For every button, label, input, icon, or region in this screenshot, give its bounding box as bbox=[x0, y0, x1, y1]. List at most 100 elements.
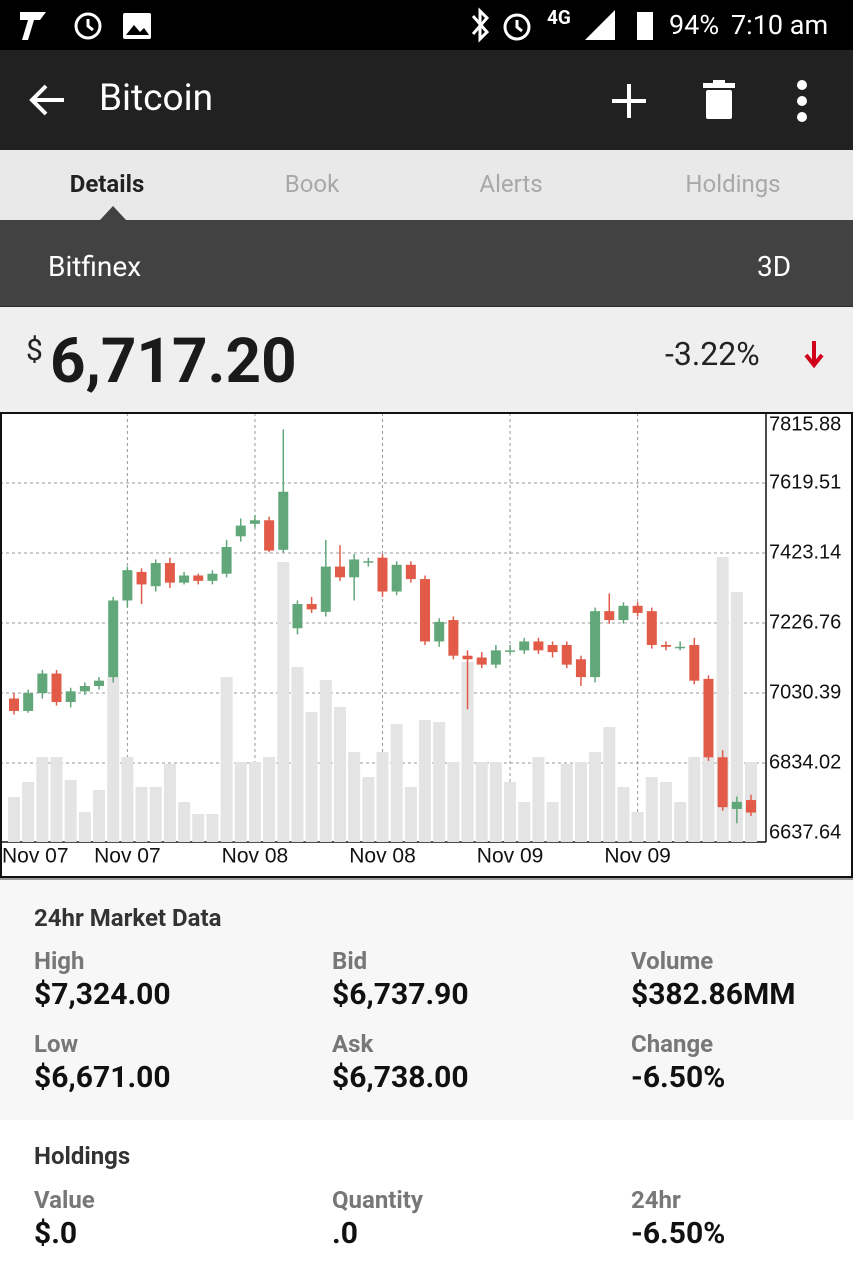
volume-bar bbox=[589, 752, 602, 842]
volume-bar bbox=[93, 790, 106, 842]
info-label: Bid bbox=[332, 947, 368, 975]
volume-bar bbox=[333, 707, 346, 842]
tab[interactable]: Alerts bbox=[479, 170, 543, 198]
volume-bar bbox=[461, 662, 474, 842]
candle-body bbox=[405, 564, 416, 580]
volume-bar bbox=[348, 752, 361, 842]
y-tick-label: 7423.14 bbox=[769, 541, 841, 563]
x-tick-label: Nov 09 bbox=[477, 845, 544, 868]
chart-border bbox=[0, 412, 853, 878]
x-tick-label: Nov 07 bbox=[94, 845, 161, 868]
candle-body bbox=[689, 645, 700, 681]
volume-bar bbox=[22, 782, 35, 842]
candle-body bbox=[703, 678, 714, 758]
tab-bar: Details Book Alerts Holdings bbox=[0, 150, 853, 220]
candle-body bbox=[561, 645, 572, 665]
candle-body bbox=[448, 620, 459, 656]
volume-bar bbox=[234, 762, 247, 842]
tab[interactable]: Holdings bbox=[685, 170, 781, 198]
info-value: $6,738.00 bbox=[332, 1060, 469, 1095]
range-selector[interactable]: 3D bbox=[757, 250, 792, 283]
candle-body bbox=[660, 645, 671, 647]
info-value: -6.50% bbox=[631, 1060, 726, 1095]
holdings-panel: Holdings Value $.0 Quantity .0 24hr -6.50% bbox=[0, 1120, 853, 1280]
volume-bar bbox=[8, 797, 20, 842]
volume-bar bbox=[263, 757, 276, 842]
info-value: $6,671.00 bbox=[34, 1060, 171, 1095]
candle-body bbox=[519, 641, 530, 651]
tab[interactable]: Details bbox=[69, 170, 145, 198]
candle-body bbox=[363, 561, 374, 563]
volume-bar bbox=[64, 780, 77, 842]
candle-body bbox=[193, 575, 204, 581]
volume-bar bbox=[149, 787, 162, 842]
delete-button[interactable] bbox=[703, 80, 735, 120]
info-label: Change bbox=[631, 1030, 714, 1058]
app-bar: Bitcoin bbox=[0, 50, 853, 150]
y-tick-label: 6637.64 bbox=[769, 821, 841, 843]
candle-body bbox=[505, 650, 516, 652]
x-tick-label: Nov 09 bbox=[604, 845, 671, 868]
volume-bar bbox=[163, 764, 176, 842]
candle-body bbox=[476, 657, 487, 665]
x-tick-label: Nov 07 bbox=[2, 845, 69, 868]
volume-bar bbox=[248, 762, 261, 842]
volume-bar bbox=[688, 757, 701, 842]
currency-symbol: $ bbox=[26, 333, 43, 368]
tab-indicator bbox=[100, 206, 126, 220]
volume-bar bbox=[447, 762, 460, 842]
section-title: Holdings bbox=[34, 1142, 131, 1170]
candle-body bbox=[604, 611, 615, 621]
candle-body bbox=[320, 566, 331, 612]
tab[interactable]: Book bbox=[284, 170, 340, 198]
exchange-bar: Bitfinex 3D bbox=[0, 220, 853, 308]
candle-body bbox=[434, 621, 445, 642]
volume-bar bbox=[36, 757, 49, 842]
volume-bar bbox=[645, 777, 658, 842]
volume-bar bbox=[674, 802, 687, 842]
market-data-panel: 24hr Market Data High $7,324.00 Bid $6,737.… bbox=[0, 878, 853, 1122]
volume-bar bbox=[433, 722, 446, 842]
exchange-name[interactable]: Bitfinex bbox=[48, 250, 142, 283]
volume-bar bbox=[362, 777, 375, 842]
network-label: 4G bbox=[547, 6, 571, 29]
volume-bar bbox=[617, 787, 630, 842]
volume-bar bbox=[135, 787, 148, 842]
info-label: Value bbox=[34, 1186, 95, 1214]
volume-bar bbox=[532, 757, 545, 842]
volume-bar bbox=[631, 812, 644, 842]
volume-bar bbox=[220, 677, 233, 842]
candle-body bbox=[264, 520, 275, 551]
info-label: Volume bbox=[631, 947, 714, 975]
volume-bar bbox=[291, 667, 304, 842]
candle-body bbox=[618, 605, 629, 621]
candle-body bbox=[717, 757, 728, 808]
chart: 6637.64 6834.02 7030.39 7226.76 7423.14 7619.… bbox=[0, 412, 853, 878]
candle-body bbox=[590, 611, 601, 678]
info-label: Low bbox=[34, 1030, 79, 1058]
volume-bar bbox=[305, 712, 318, 842]
volume-bar bbox=[702, 757, 715, 842]
candle-body bbox=[23, 693, 34, 711]
candle-body bbox=[675, 646, 686, 649]
volume-bar bbox=[574, 762, 587, 842]
candle-body bbox=[462, 655, 473, 660]
info-label: 24hr bbox=[631, 1186, 681, 1214]
candle-body bbox=[150, 563, 161, 587]
info-value: $7,324.00 bbox=[34, 977, 171, 1012]
candle-body bbox=[9, 698, 19, 711]
candle-body bbox=[249, 520, 260, 524]
add-button[interactable] bbox=[610, 82, 648, 120]
info-value: $6,737.90 bbox=[332, 977, 469, 1012]
candle-body bbox=[108, 600, 119, 678]
volume-bar bbox=[504, 782, 517, 842]
volume-bar bbox=[659, 782, 672, 842]
candle-body bbox=[207, 573, 218, 581]
volume-bar bbox=[178, 802, 191, 842]
more-button[interactable] bbox=[794, 80, 810, 122]
back-button[interactable] bbox=[28, 82, 68, 118]
candle-body bbox=[391, 564, 402, 592]
candle-body bbox=[349, 559, 360, 578]
info-label: Ask bbox=[332, 1030, 374, 1058]
